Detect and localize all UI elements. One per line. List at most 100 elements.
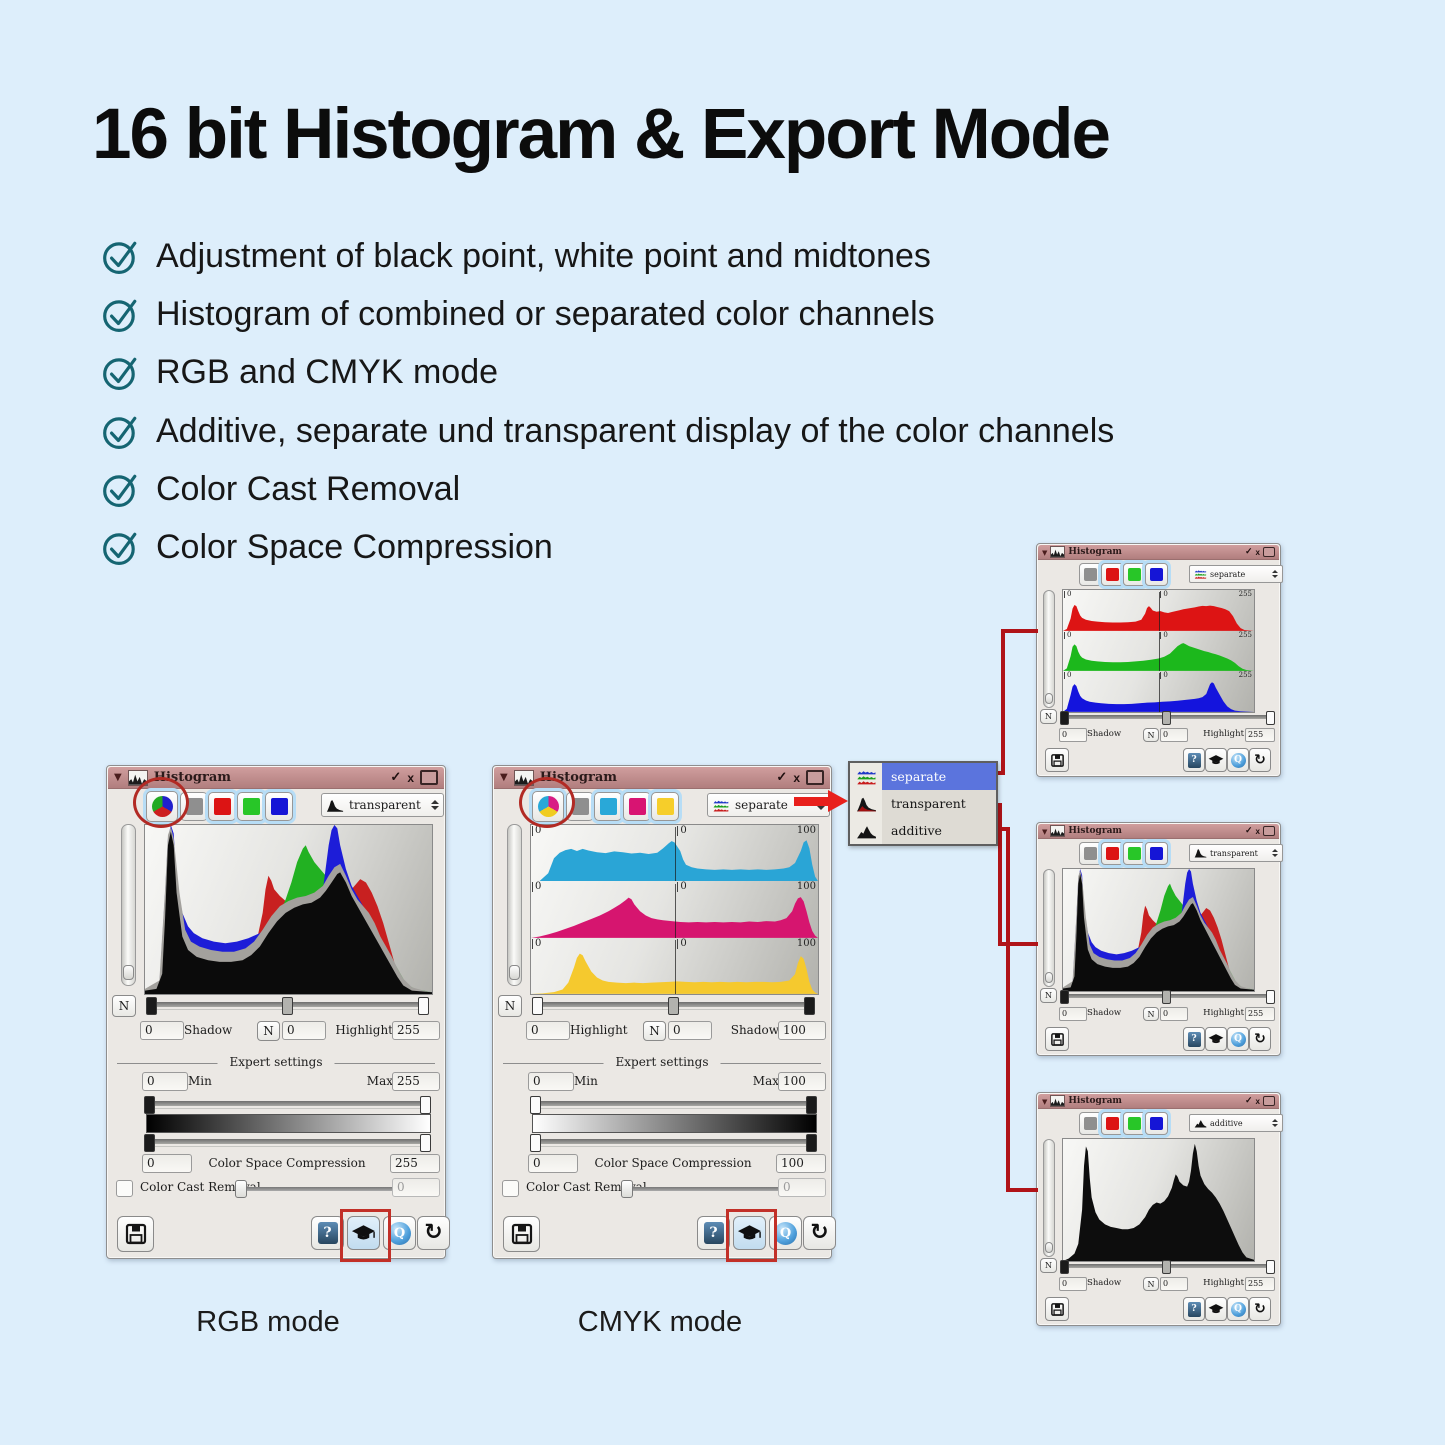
close-icon[interactable]: x [1255, 547, 1260, 557]
apply-icon[interactable]: ✓ [1245, 547, 1253, 557]
save-button[interactable] [117, 1216, 154, 1252]
max-handle[interactable] [806, 1096, 817, 1114]
channel-button-yellow[interactable] [651, 792, 679, 821]
highlight-value-field[interactable]: 255 [392, 1021, 440, 1040]
min-max-slider-top[interactable] [144, 1096, 431, 1114]
spinner-icon[interactable] [1272, 570, 1278, 578]
help-button[interactable]: ? [1183, 1027, 1205, 1051]
slider-track[interactable] [532, 1101, 815, 1106]
channel-button-red[interactable] [1101, 842, 1124, 865]
shadow-handle[interactable] [1060, 1260, 1069, 1274]
shadow-handle[interactable] [1060, 990, 1069, 1004]
expert-mode-button[interactable] [1205, 1297, 1227, 1321]
highlight-handle[interactable] [1266, 990, 1275, 1004]
gamma-vertical-slider[interactable] [1043, 1139, 1055, 1257]
vertical-slider-handle[interactable] [123, 965, 134, 980]
color-cast-value-field[interactable]: 0 [392, 1178, 440, 1197]
reset-button[interactable]: ↻ [1249, 1297, 1271, 1321]
channel-button-red[interactable] [208, 792, 236, 821]
midtone-handle[interactable] [1162, 711, 1171, 725]
detach-window-icon[interactable] [806, 770, 824, 785]
apply-icon[interactable]: ✓ [776, 770, 788, 785]
min-max-slider-top[interactable] [530, 1096, 817, 1114]
midtone-handle[interactable] [282, 997, 293, 1015]
help-button[interactable]: ? [1183, 1297, 1205, 1321]
expert-mode-button[interactable] [733, 1216, 766, 1250]
channel-button-green[interactable] [237, 792, 265, 821]
vertical-slider-handle[interactable] [1045, 972, 1053, 983]
neutral-button[interactable]: N [643, 1021, 666, 1041]
neutral-button[interactable]: N [1143, 1007, 1159, 1021]
shadow-handle[interactable] [804, 997, 815, 1015]
highlight-handle[interactable] [1266, 1260, 1275, 1274]
max-handle[interactable] [420, 1096, 431, 1114]
channel-button-magenta[interactable] [623, 792, 651, 821]
dialog-titlebar[interactable]: ▼ Histogram ✓ x [108, 767, 444, 789]
min-max-slider-bottom[interactable] [530, 1134, 817, 1152]
collapse-icon[interactable]: ▼ [500, 771, 508, 783]
neutral-pipette-button[interactable]: N [112, 995, 136, 1017]
dialog-titlebar[interactable]: ▼ Histogram ✓ x [1038, 824, 1279, 839]
channel-button-gray[interactable] [1079, 563, 1102, 586]
highlight-handle[interactable] [1266, 711, 1275, 725]
levels-slider[interactable] [1059, 1260, 1276, 1274]
levels-slider[interactable] [1059, 990, 1276, 1004]
max-value-field[interactable]: 100 [778, 1072, 826, 1091]
collapse-icon[interactable]: ▼ [1042, 547, 1048, 557]
highlight-handle[interactable] [418, 997, 429, 1015]
shadow-value-field[interactable]: 0 [1059, 1277, 1087, 1291]
midtone-handle[interactable] [668, 997, 679, 1015]
apply-icon[interactable]: ✓ [390, 770, 402, 785]
highlight-value-field[interactable]: 255 [1245, 1277, 1275, 1291]
neutral-pipette-button[interactable]: N [1040, 988, 1057, 1003]
csc-min-field[interactable]: 0 [142, 1154, 192, 1173]
help-button[interactable]: ? [1183, 748, 1205, 772]
channel-button-green[interactable] [1123, 842, 1146, 865]
slider-track[interactable] [532, 1139, 815, 1144]
shadow-value-field[interactable]: 0 [1059, 728, 1087, 742]
menu-item-separate[interactable]: separate [850, 763, 996, 790]
channel-button-blue[interactable] [1145, 842, 1168, 865]
color-cast-value-field[interactable]: 0 [778, 1178, 826, 1197]
gamma-vertical-slider[interactable] [121, 824, 136, 986]
menu-item-transparent[interactable]: transparent [850, 790, 996, 817]
apply-icon[interactable]: ✓ [1245, 826, 1253, 836]
min-max-slider-bottom[interactable] [144, 1134, 431, 1152]
reset-button[interactable]: ↻ [803, 1216, 836, 1250]
gamma-vertical-slider[interactable] [1043, 590, 1055, 708]
reset-button[interactable]: ↻ [417, 1216, 450, 1250]
channel-button-gray[interactable] [1079, 1112, 1102, 1135]
detach-window-icon[interactable] [1263, 547, 1275, 557]
slider-track[interactable] [146, 1139, 429, 1144]
reset-button[interactable]: ↻ [1249, 1027, 1271, 1051]
detach-window-icon[interactable] [1263, 826, 1275, 836]
color-cast-slider[interactable] [625, 1187, 781, 1191]
display-mode-dropdown[interactable]: separate [1189, 565, 1283, 583]
midtone-value-field[interactable]: 0 [668, 1021, 712, 1040]
vertical-slider-handle[interactable] [1045, 693, 1053, 704]
max-handle[interactable] [806, 1134, 817, 1152]
vertical-slider-handle[interactable] [1045, 1242, 1053, 1253]
neutral-pipette-button[interactable]: N [1040, 1258, 1057, 1273]
collapse-icon[interactable]: ▼ [114, 771, 122, 783]
display-mode-dropdown[interactable]: transparent [321, 793, 444, 817]
shadow-value-field[interactable]: 0 [1059, 1007, 1087, 1021]
min-value-field[interactable]: 0 [142, 1072, 188, 1091]
channel-button-blue[interactable] [1145, 1112, 1168, 1135]
dialog-titlebar[interactable]: ▼ Histogram ✓ x [1038, 1094, 1279, 1109]
gamma-vertical-slider[interactable] [1043, 869, 1055, 987]
save-button[interactable] [1045, 1297, 1069, 1321]
close-icon[interactable]: x [1255, 826, 1260, 836]
gamma-vertical-slider[interactable] [507, 824, 522, 986]
min-handle[interactable] [144, 1096, 155, 1114]
highlight-handle[interactable] [532, 997, 543, 1015]
max-handle[interactable] [420, 1134, 431, 1152]
detach-window-icon[interactable] [420, 770, 438, 785]
close-icon[interactable]: x [1255, 1096, 1260, 1106]
shadow-handle[interactable] [1060, 711, 1069, 725]
shadow-value-field[interactable]: 0 [140, 1021, 184, 1040]
expert-mode-button[interactable] [1205, 1027, 1227, 1051]
color-cast-checkbox[interactable] [502, 1180, 519, 1197]
min-handle[interactable] [144, 1134, 155, 1152]
channel-button-green[interactable] [1123, 1112, 1146, 1135]
